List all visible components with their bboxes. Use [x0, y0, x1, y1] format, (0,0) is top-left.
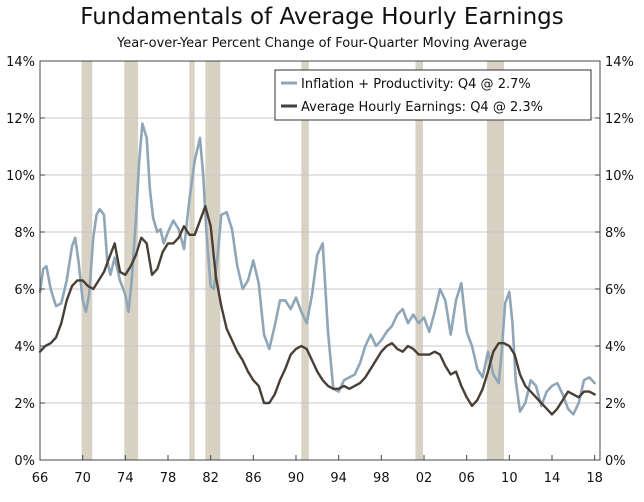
recession-band-0 [81, 61, 93, 460]
recession-band-2 [189, 61, 195, 460]
legend: Inflation + Productivity: Q4 @ 2.7% Avera… [274, 69, 592, 121]
recession-band-5 [415, 61, 423, 460]
y-tick-label-right: 10% [605, 169, 634, 184]
y-tick-label-left: 2% [14, 397, 35, 412]
x-tick-label: 06 [458, 471, 475, 486]
series-line-average_hourly_earnings [38, 205, 596, 416]
y-tick-label-right: 14% [605, 55, 634, 70]
x-tick-label: 86 [245, 471, 262, 486]
x-tick-label: 10 [501, 471, 518, 486]
y-tick-label-right: 12% [605, 112, 634, 127]
legend-box [274, 69, 592, 121]
y-tick-label-left: 0% [14, 454, 35, 469]
x-tick-label: 94 [330, 471, 347, 486]
y-tick-label-left: 4% [14, 340, 35, 355]
plot-frame [39, 60, 601, 461]
legend-label-inflation_productivity: Inflation + Productivity: Q4 @ 2.7% [301, 77, 531, 92]
y-tick-label-left: 10% [6, 169, 35, 184]
x-tick-label: 02 [416, 471, 433, 486]
series-line-inflation_productivity [38, 122, 596, 416]
axis-ticks: 0% 0% 2% 2% 4% 4% 6% 6% 8% 8% 10% 10% 12% 12% 14% 14% 66… [6, 55, 634, 486]
x-tick-label: 82 [202, 471, 219, 486]
y-tick-label-right: 0% [605, 454, 626, 469]
y-tick-label-left: 8% [14, 226, 35, 241]
chart-subtitle: Year-over-Year Percent Change of Four-Qu… [117, 36, 527, 51]
recession-band-1 [124, 61, 139, 460]
y-tick-label-right: 6% [605, 283, 626, 298]
legend-label-average_hourly_earnings: Average Hourly Earnings: Q4 @ 2.3% [301, 100, 543, 115]
y-tick-label-right: 2% [605, 397, 626, 412]
series-lines [38, 122, 596, 416]
x-tick-label: 70 [74, 471, 91, 486]
x-tick-label: 74 [117, 471, 134, 486]
recession-band-4 [301, 61, 309, 460]
y-tick-label-left: 12% [6, 112, 35, 127]
x-tick-label: 78 [160, 471, 177, 486]
recession-band-3 [205, 61, 221, 460]
x-tick-label: 90 [288, 471, 305, 486]
y-tick-label-left: 6% [14, 283, 35, 298]
x-tick-label: 98 [373, 471, 390, 486]
chart-title: Fundamentals of Average Hourly Earnings [80, 4, 564, 30]
y-tick-label-right: 8% [605, 226, 626, 241]
x-tick-label: 66 [32, 471, 49, 486]
x-tick-label: 18 [586, 471, 603, 486]
y-tick-label-right: 4% [605, 340, 626, 355]
recession-band-6 [486, 61, 504, 460]
x-tick-label: 14 [544, 471, 561, 486]
y-tick-label-left: 14% [6, 55, 35, 70]
recession-bands [81, 61, 504, 460]
